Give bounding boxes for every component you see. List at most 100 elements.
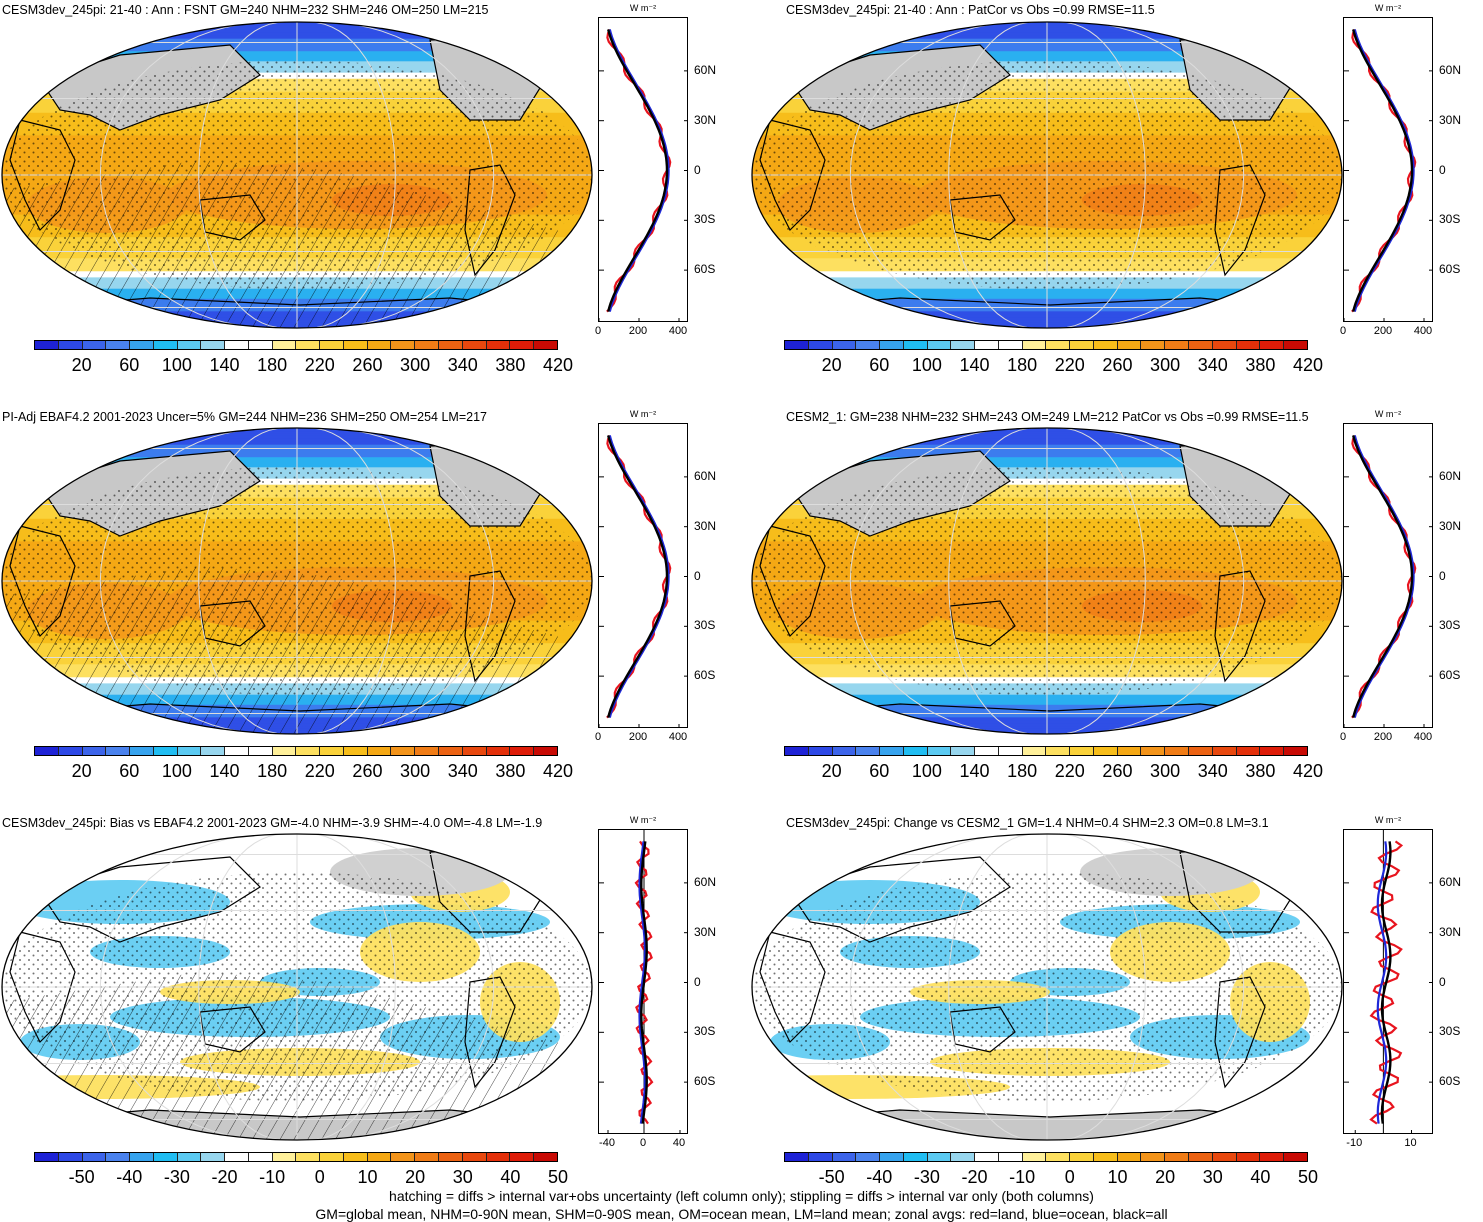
colorbar-swatch bbox=[808, 1153, 833, 1161]
colorbar-tick-label: 340 bbox=[447, 355, 478, 375]
panel-title-bottom-left: CESM3dev_245pi: Bias vs EBAF4.2 2001-202… bbox=[2, 816, 543, 830]
colorbar-swatch bbox=[296, 341, 321, 349]
colorbar-swatch bbox=[1046, 341, 1071, 349]
zonal-x-tick-label: 400 bbox=[668, 325, 688, 337]
colorbar-swatch bbox=[35, 1153, 59, 1161]
colorbar-swatch bbox=[1212, 341, 1237, 349]
colorbar-tick-label: 10 bbox=[1107, 1167, 1128, 1187]
colorbar-tick-label: 20 bbox=[71, 761, 92, 781]
zonal-plot-mid-right bbox=[1343, 423, 1433, 728]
zonal-lat-tick-label: 60S bbox=[1439, 668, 1461, 683]
colorbar-top-left bbox=[34, 340, 558, 350]
zonal-plot-top-left bbox=[598, 17, 688, 322]
colorbar-tick-label: 380 bbox=[1245, 761, 1276, 781]
zonal-lat-tick-label: 60S bbox=[1439, 1074, 1461, 1089]
zonal-x-tick-label: 0 bbox=[1339, 731, 1347, 743]
zonal-x-tick-label: 40 bbox=[672, 1137, 686, 1149]
colorbar-swatch bbox=[248, 341, 273, 349]
zonal-line-all bbox=[607, 29, 669, 312]
colorbar-top-right bbox=[784, 340, 1308, 350]
colorbar-swatch bbox=[1284, 1153, 1307, 1161]
colorbar-swatch bbox=[272, 1153, 297, 1161]
zonal-x-tick-label: 0 bbox=[594, 731, 602, 743]
zonal-lat-tick-label: 30S bbox=[1439, 618, 1461, 633]
colorbar-tick-label: 20 bbox=[71, 355, 92, 375]
colorbar-swatch bbox=[903, 1153, 928, 1161]
colorbar-swatch bbox=[951, 747, 976, 755]
colorbar-tick-label: -30 bbox=[163, 1167, 190, 1187]
zonal-lat-tick-label: 60S bbox=[1439, 262, 1461, 277]
colorbar-tick-label: 40 bbox=[500, 1167, 521, 1187]
colorbar-swatch bbox=[415, 341, 440, 349]
colorbar-swatch bbox=[927, 747, 952, 755]
colorbar-swatch bbox=[534, 341, 557, 349]
colorbar-tick-label: 340 bbox=[1197, 761, 1228, 781]
colorbar-tick-label: 420 bbox=[1292, 761, 1324, 781]
colorbar-swatch bbox=[343, 1153, 368, 1161]
colorbar-swatch bbox=[82, 747, 107, 755]
zonal-lat-tick-label: 0 bbox=[1439, 568, 1446, 583]
colorbar-swatch bbox=[927, 341, 952, 349]
colorbar-swatch bbox=[534, 747, 557, 755]
colorbar-swatch bbox=[1236, 747, 1261, 755]
panel-title-bottom-right: CESM3dev_245pi: Change vs CESM2_1 GM=1.4… bbox=[786, 816, 1269, 830]
zonal-lat-tick-label: 60N bbox=[1439, 468, 1462, 483]
zonal-line-ocean bbox=[1353, 29, 1415, 312]
zonal-lat-tick-label: 30N bbox=[1439, 518, 1462, 533]
colorbar-tick-label: -20 bbox=[961, 1167, 988, 1187]
colorbar-swatch bbox=[1141, 341, 1166, 349]
colorbar-tick-label: 20 bbox=[821, 761, 842, 781]
zonal-plot-bottom-right bbox=[1343, 829, 1433, 1134]
colorbar-swatch bbox=[880, 341, 904, 349]
colorbar-tick-label: 260 bbox=[1102, 761, 1133, 781]
colorbar-tick-label: 60 bbox=[119, 355, 140, 375]
colorbar-swatch bbox=[272, 747, 297, 755]
colorbar-swatch bbox=[880, 747, 904, 755]
colorbar-tick-label: -20 bbox=[211, 1167, 238, 1187]
colorbar-swatch bbox=[320, 341, 344, 349]
zonal-x-tick-label: -10 bbox=[1346, 1137, 1363, 1149]
colorbar-swatch bbox=[785, 1153, 809, 1161]
colorbar-swatch bbox=[1070, 341, 1094, 349]
colorbar-tick-label: 20 bbox=[1155, 1167, 1176, 1187]
colorbar-tick-label: 340 bbox=[447, 761, 478, 781]
colorbar-swatch bbox=[903, 341, 928, 349]
zonal-x-tick-label: 200 bbox=[628, 325, 648, 337]
colorbar-swatch bbox=[1141, 1153, 1166, 1161]
colorbar-tick-label: 260 bbox=[352, 355, 383, 375]
zonal-line-ocean bbox=[1353, 435, 1415, 718]
zonal-lat-tick-label: 30N bbox=[694, 112, 717, 127]
colorbar-bottom-left bbox=[34, 1152, 558, 1162]
map-globe-bottom-left bbox=[1, 833, 593, 1141]
colorbar-tick-label: -40 bbox=[116, 1167, 143, 1187]
colorbar-swatch bbox=[832, 747, 857, 755]
colorbar-swatch bbox=[1117, 1153, 1142, 1161]
colorbar-swatch bbox=[462, 341, 487, 349]
colorbar-swatch bbox=[130, 747, 154, 755]
zonal-x-tick-label: -40 bbox=[599, 1137, 615, 1149]
colorbar-swatch bbox=[248, 747, 273, 755]
colorbar-tick-label: 380 bbox=[495, 355, 526, 375]
colorbar-swatch bbox=[367, 1153, 392, 1161]
colorbar-tick-label: 20 bbox=[821, 355, 842, 375]
colorbar-swatch bbox=[951, 341, 976, 349]
zonal-lat-tick-label: 0 bbox=[1439, 162, 1446, 177]
colorbar-tick-label: 340 bbox=[1197, 355, 1228, 375]
colorbar-swatch bbox=[415, 747, 440, 755]
zonal-lat-tick-label: 60N bbox=[694, 62, 717, 77]
colorbar-swatch bbox=[106, 341, 131, 349]
colorbar-swatch bbox=[439, 747, 463, 755]
footer-line-2: GM=global mean, NHM=0-90N mean, SHM=0-90… bbox=[315, 1206, 1168, 1222]
colorbar-swatch bbox=[177, 341, 202, 349]
colorbar-tick-label: 180 bbox=[257, 761, 288, 781]
colorbar-swatch bbox=[82, 341, 107, 349]
colorbar-swatch bbox=[998, 747, 1023, 755]
colorbar-tick-label: 50 bbox=[1297, 1167, 1319, 1187]
colorbar-swatch bbox=[343, 341, 368, 349]
colorbar-swatch bbox=[1165, 1153, 1190, 1161]
zonal-line-all bbox=[1352, 29, 1414, 312]
colorbar-swatch bbox=[296, 1153, 321, 1161]
colorbar-tick-label: 100 bbox=[911, 761, 942, 781]
zonal-x-tick-label: 0 bbox=[594, 325, 602, 337]
colorbar-tick-label: 180 bbox=[1007, 761, 1038, 781]
